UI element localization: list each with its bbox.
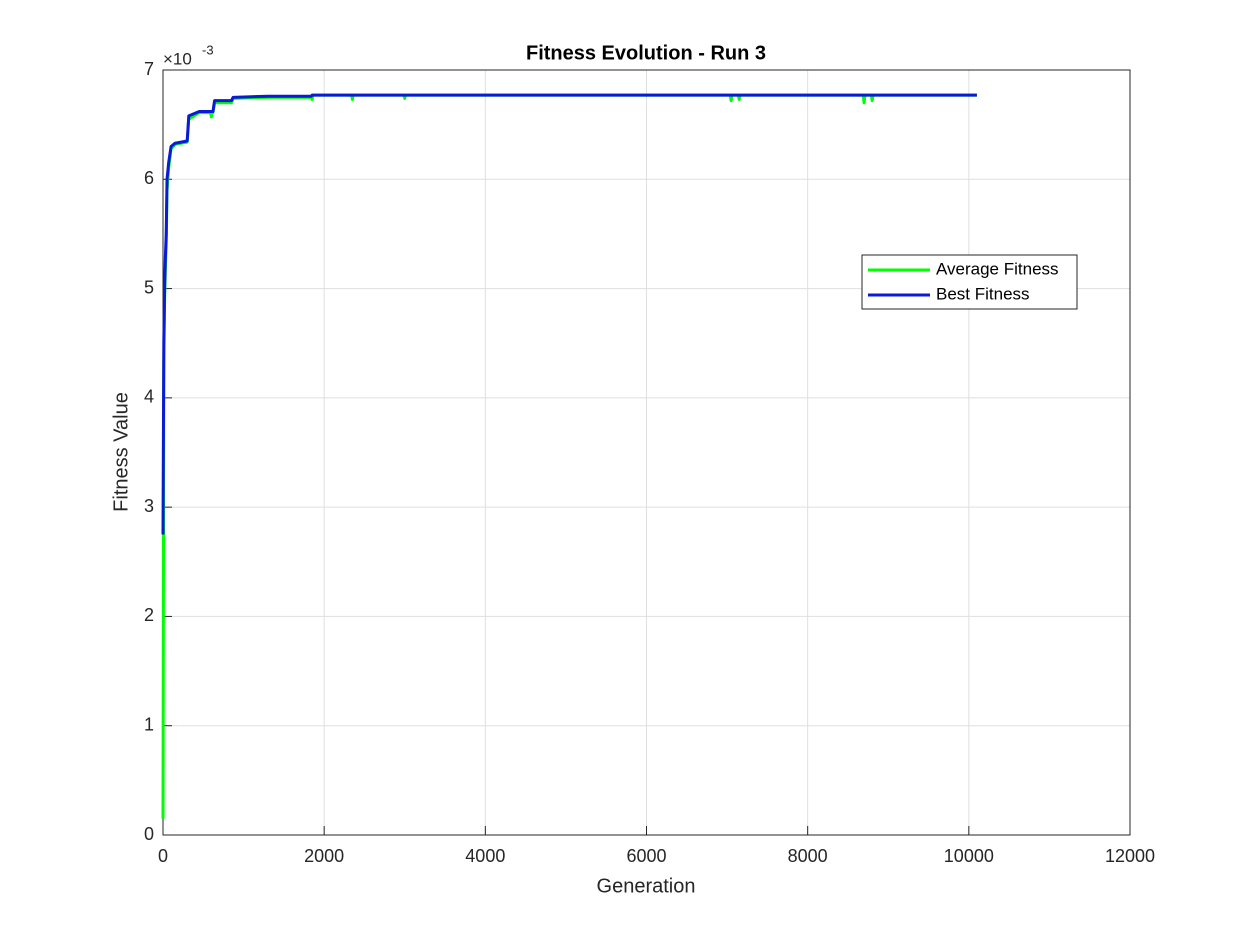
y-tick-label: 6: [144, 168, 154, 188]
x-tick-label: 2000: [304, 846, 344, 866]
chart-title: Fitness Evolution - Run 3: [526, 42, 766, 64]
y-tick-label: 2: [144, 605, 154, 625]
x-tick-label: 4000: [465, 846, 505, 866]
y-tick-label: 0: [144, 824, 154, 844]
y-tick-label: 5: [144, 277, 154, 297]
x-tick-label: 12000: [1105, 846, 1155, 866]
x-tick-label: 8000: [788, 846, 828, 866]
legend-label: Average Fitness: [936, 259, 1059, 278]
x-tick-label: 10000: [944, 846, 994, 866]
x-axis-label: Generation: [597, 875, 696, 897]
y-tick-label: 7: [144, 59, 154, 79]
legend-box: [861, 254, 1078, 310]
y-tick-label: 3: [144, 496, 154, 516]
legend-label: Best Fitness: [936, 284, 1030, 303]
y-axis-label: Fitness Value: [110, 392, 132, 512]
y-tick-label: 1: [144, 714, 154, 734]
x-tick-label: 6000: [626, 846, 666, 866]
y-multiplier-exponent: -3: [202, 42, 214, 57]
x-tick-label: 0: [158, 846, 168, 866]
line-series: [161, 93, 977, 535]
y-multiplier-base: ×10: [163, 49, 192, 68]
y-tick-label: 4: [144, 387, 154, 407]
